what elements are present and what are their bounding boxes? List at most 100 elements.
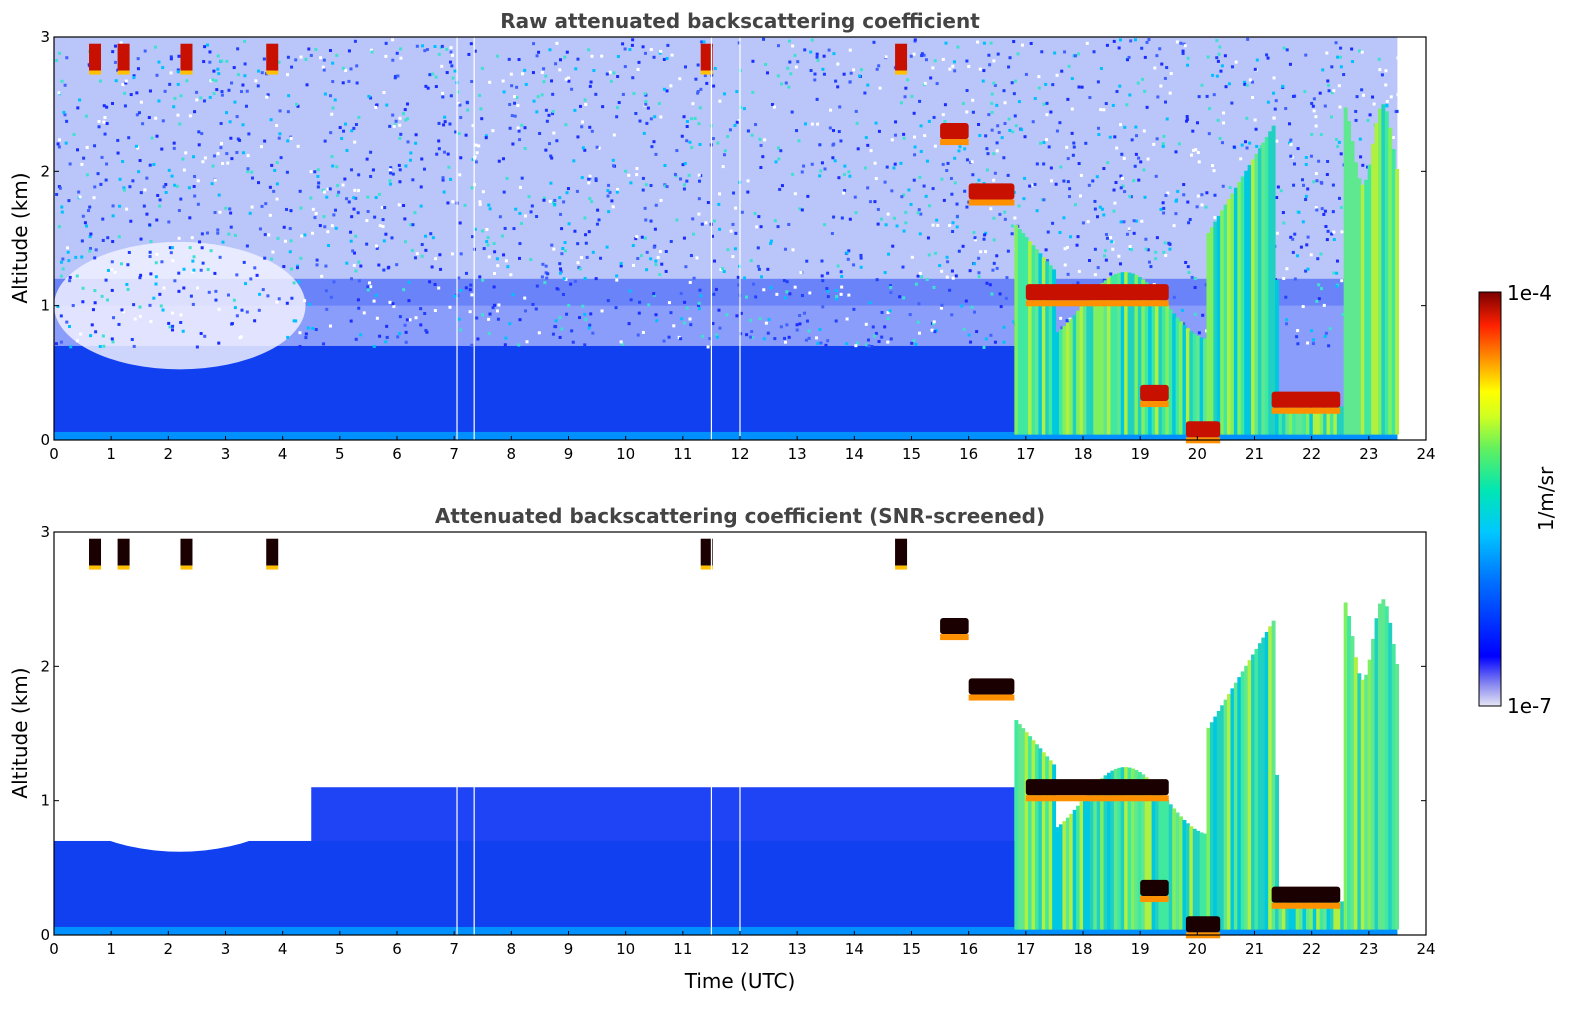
noise-pixel — [1240, 143, 1244, 147]
noise-pixel — [826, 339, 830, 343]
noise-pixel — [718, 192, 722, 196]
noise-pixel — [148, 250, 152, 254]
noise-pixel — [659, 49, 663, 53]
noise-pixel — [286, 110, 290, 114]
noise-pixel — [877, 129, 881, 133]
noise-pixel — [246, 167, 250, 171]
noise-pixel — [192, 255, 196, 259]
noise-pixel — [77, 190, 81, 194]
noise-pixel — [1155, 137, 1159, 141]
noise-pixel — [468, 310, 472, 314]
noise-pixel — [800, 294, 804, 298]
noise-pixel — [148, 223, 152, 227]
noise-pixel — [1134, 219, 1138, 223]
cloud-layer — [940, 122, 969, 140]
noise-pixel — [967, 64, 971, 68]
noise-pixel — [563, 249, 567, 253]
noise-pixel — [1326, 79, 1330, 83]
column-strip — [1316, 406, 1321, 435]
noise-pixel — [1040, 50, 1044, 54]
noise-pixel — [1119, 123, 1123, 127]
column-strip — [1281, 406, 1286, 435]
column-strip — [1165, 305, 1170, 435]
noise-pixel — [575, 189, 579, 193]
noise-pixel — [750, 330, 754, 334]
x-tick-label: 8 — [507, 445, 517, 463]
noise-pixel — [1350, 47, 1354, 51]
noise-pixel — [641, 176, 645, 180]
noise-pixel — [219, 141, 223, 145]
noise-pixel — [612, 164, 616, 168]
noise-pixel — [1063, 50, 1067, 54]
noise-pixel — [932, 285, 936, 289]
noise-pixel — [1119, 220, 1123, 224]
noise-pixel — [737, 283, 741, 287]
noise-pixel — [632, 92, 636, 96]
column-strip — [1364, 674, 1369, 930]
noise-pixel — [1163, 241, 1167, 245]
noise-pixel — [69, 345, 73, 349]
noise-pixel — [218, 255, 222, 259]
noise-pixel — [1201, 313, 1205, 317]
noise-pixel — [158, 198, 162, 202]
noise-pixel — [420, 254, 424, 258]
noise-pixel — [162, 286, 166, 290]
noise-pixel — [588, 174, 592, 178]
noise-pixel — [836, 85, 840, 89]
noise-pixel — [854, 211, 858, 215]
noise-pixel — [1239, 157, 1243, 161]
column-strip — [1333, 406, 1338, 435]
noise-pixel — [482, 247, 486, 251]
noise-pixel — [922, 53, 926, 57]
noise-pixel — [938, 264, 942, 268]
noise-pixel — [179, 313, 183, 317]
noise-pixel — [529, 258, 533, 262]
high-cloud — [89, 43, 102, 71]
noise-pixel — [102, 104, 106, 108]
noise-pixel — [1335, 284, 1339, 288]
high-cloud — [266, 538, 279, 566]
cloud-layer-edge — [1271, 407, 1341, 414]
noise-pixel — [1191, 129, 1195, 133]
column-strip — [1041, 752, 1046, 930]
noise-pixel — [990, 292, 994, 296]
noise-pixel — [925, 278, 929, 282]
noise-pixel — [866, 338, 870, 342]
noise-pixel — [93, 256, 97, 260]
noise-pixel — [889, 291, 893, 295]
noise-pixel — [718, 227, 722, 231]
noise-pixel — [149, 320, 153, 324]
noise-pixel — [129, 219, 133, 223]
noise-pixel — [619, 262, 623, 266]
column-strip — [1206, 232, 1211, 435]
noise-pixel — [298, 345, 302, 349]
cloud-layer — [1185, 916, 1221, 933]
noise-pixel — [487, 331, 491, 335]
noise-pixel — [191, 259, 195, 263]
column-strip — [1367, 659, 1372, 930]
noise-pixel — [76, 106, 80, 110]
noise-pixel — [359, 333, 363, 337]
noise-pixel — [798, 207, 802, 211]
noise-pixel — [169, 57, 173, 61]
noise-pixel — [473, 49, 477, 53]
noise-pixel — [479, 107, 483, 111]
noise-pixel — [148, 255, 152, 259]
noise-pixel — [565, 50, 569, 54]
noise-pixel — [777, 157, 781, 161]
noise-pixel — [393, 123, 397, 127]
noise-pixel — [98, 345, 102, 349]
noise-pixel — [257, 308, 261, 312]
noise-pixel — [1142, 168, 1146, 172]
noise-pixel — [803, 48, 807, 52]
noise-pixel — [1109, 272, 1113, 276]
noise-pixel — [1003, 101, 1007, 105]
noise-pixel — [652, 245, 656, 249]
noise-pixel — [245, 89, 249, 93]
noise-pixel — [1181, 308, 1185, 312]
noise-pixel — [216, 54, 220, 58]
noise-pixel — [332, 213, 336, 217]
noise-pixel — [757, 215, 761, 219]
noise-pixel — [588, 323, 592, 327]
noise-pixel — [721, 165, 725, 169]
